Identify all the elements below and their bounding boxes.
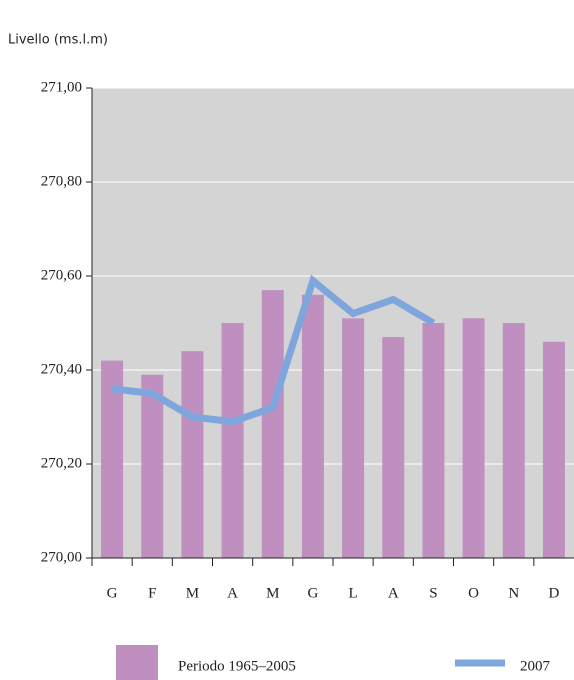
bar	[422, 323, 445, 558]
x-tick-label: A	[227, 585, 238, 601]
x-tick-label: G	[307, 585, 318, 601]
bar	[301, 294, 324, 558]
x-tick-label: F	[148, 585, 156, 601]
bar	[261, 290, 284, 558]
legend-label: Periodo 1965–2005	[178, 658, 296, 674]
bar	[382, 337, 405, 558]
y-axis-label: Livello (ms.l.m)	[8, 33, 108, 48]
legend-label: 2007	[520, 658, 551, 674]
y-tick-label: 270,60	[41, 267, 82, 283]
y-tick-label: 270,40	[41, 361, 82, 377]
x-tick-label: G	[107, 585, 118, 601]
bar	[342, 318, 365, 558]
x-tick-label: L	[348, 585, 357, 601]
plot-background	[92, 88, 574, 558]
x-tick-label: N	[508, 585, 519, 601]
bar	[221, 323, 244, 558]
x-tick-label: M	[186, 585, 199, 601]
y-tick-label: 271,00	[41, 79, 82, 95]
line	[111, 274, 436, 426]
bar	[101, 360, 124, 558]
bar	[181, 351, 204, 558]
bar	[141, 374, 164, 558]
x-tick-label: A	[388, 585, 399, 601]
x-tick-label: O	[468, 585, 479, 601]
y-tick-label: 270,00	[41, 549, 82, 565]
x-tick-label: S	[429, 585, 437, 601]
y-tick-label: 270,80	[41, 173, 82, 189]
x-tick-label: D	[548, 585, 559, 601]
x-tick-label: M	[266, 585, 279, 601]
bar	[502, 323, 525, 558]
bar	[542, 341, 565, 558]
legend-swatch	[116, 645, 158, 680]
y-tick-label: 270,20	[41, 455, 82, 471]
bar	[462, 318, 485, 558]
